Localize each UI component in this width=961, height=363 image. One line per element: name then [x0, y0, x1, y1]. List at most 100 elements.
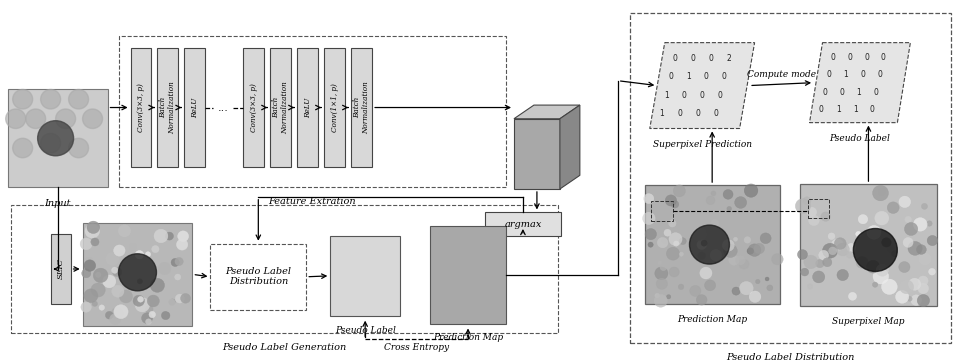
Circle shape — [739, 281, 752, 295]
Circle shape — [653, 294, 667, 307]
Circle shape — [907, 278, 920, 290]
Text: 0: 0 — [829, 53, 834, 62]
Text: Pseudo Label
Distribution: Pseudo Label Distribution — [225, 267, 291, 286]
Circle shape — [678, 238, 685, 245]
Circle shape — [150, 278, 164, 292]
Circle shape — [703, 280, 715, 291]
Circle shape — [106, 253, 119, 265]
Circle shape — [855, 257, 868, 268]
Circle shape — [689, 225, 728, 264]
Circle shape — [921, 203, 926, 209]
Circle shape — [161, 298, 176, 311]
Circle shape — [735, 256, 745, 265]
Circle shape — [875, 264, 888, 276]
Text: Batch
Normalization: Batch Normalization — [353, 81, 370, 134]
Circle shape — [90, 283, 105, 297]
Circle shape — [903, 223, 917, 236]
Bar — [243, 48, 264, 167]
Circle shape — [836, 269, 848, 281]
Circle shape — [822, 243, 837, 258]
Circle shape — [175, 294, 185, 303]
Text: 1: 1 — [843, 70, 848, 79]
Text: 0: 0 — [667, 72, 672, 81]
Text: Conv(3×3, p): Conv(3×3, p) — [250, 83, 258, 132]
Circle shape — [661, 237, 668, 244]
Circle shape — [678, 284, 683, 290]
Circle shape — [754, 280, 759, 284]
Circle shape — [759, 233, 771, 244]
Circle shape — [807, 215, 819, 226]
Circle shape — [642, 212, 654, 224]
Text: ReLU: ReLU — [190, 97, 199, 118]
Circle shape — [902, 237, 912, 247]
Circle shape — [830, 239, 843, 251]
Text: 1: 1 — [659, 109, 663, 118]
Text: 0: 0 — [703, 72, 708, 81]
Circle shape — [899, 280, 913, 294]
Circle shape — [656, 237, 667, 248]
Circle shape — [84, 289, 98, 303]
Circle shape — [917, 283, 927, 294]
Circle shape — [37, 121, 73, 156]
Circle shape — [866, 260, 878, 273]
Text: 0: 0 — [695, 109, 700, 118]
Circle shape — [666, 295, 670, 299]
Text: 1: 1 — [855, 88, 860, 97]
Circle shape — [697, 252, 705, 260]
Circle shape — [111, 267, 118, 273]
Circle shape — [130, 244, 136, 250]
Circle shape — [898, 196, 910, 208]
Circle shape — [6, 109, 26, 129]
Circle shape — [666, 247, 679, 260]
Text: 0: 0 — [822, 88, 826, 97]
Polygon shape — [559, 105, 579, 189]
Text: Feature Extration: Feature Extration — [268, 197, 356, 206]
Text: 0: 0 — [873, 88, 877, 97]
Circle shape — [40, 133, 61, 153]
Circle shape — [645, 229, 655, 240]
Circle shape — [80, 238, 92, 250]
Circle shape — [833, 238, 846, 249]
Circle shape — [175, 257, 184, 266]
Circle shape — [110, 314, 120, 325]
Text: Superpixel Prediction: Superpixel Prediction — [652, 140, 751, 149]
Circle shape — [848, 292, 855, 300]
Bar — [351, 48, 372, 167]
Circle shape — [149, 311, 156, 318]
Circle shape — [895, 290, 908, 303]
Circle shape — [86, 221, 100, 233]
Text: 0: 0 — [869, 106, 874, 114]
Text: Pseudo Label: Pseudo Label — [828, 134, 890, 143]
Circle shape — [918, 253, 930, 265]
Text: 0: 0 — [713, 109, 718, 118]
Circle shape — [137, 279, 142, 284]
Circle shape — [84, 260, 95, 271]
Bar — [118, 36, 505, 187]
Circle shape — [85, 257, 93, 265]
Circle shape — [727, 207, 730, 211]
Circle shape — [93, 268, 108, 283]
Bar — [806, 199, 828, 218]
Circle shape — [165, 232, 173, 240]
Circle shape — [874, 211, 888, 225]
Circle shape — [644, 196, 650, 202]
Circle shape — [696, 295, 706, 305]
Bar — [11, 205, 557, 333]
Circle shape — [766, 285, 772, 291]
Circle shape — [154, 229, 168, 243]
Bar — [83, 223, 192, 326]
Circle shape — [880, 238, 890, 247]
Circle shape — [178, 231, 188, 242]
Text: argmax: argmax — [504, 220, 541, 229]
Circle shape — [83, 109, 103, 129]
Text: ...: ... — [218, 102, 229, 113]
Circle shape — [880, 279, 897, 294]
Bar — [8, 89, 108, 187]
Circle shape — [747, 248, 752, 254]
Circle shape — [181, 293, 190, 303]
Circle shape — [734, 197, 746, 208]
Circle shape — [797, 250, 806, 260]
Circle shape — [113, 245, 125, 256]
Bar — [430, 226, 505, 324]
Circle shape — [692, 228, 705, 241]
